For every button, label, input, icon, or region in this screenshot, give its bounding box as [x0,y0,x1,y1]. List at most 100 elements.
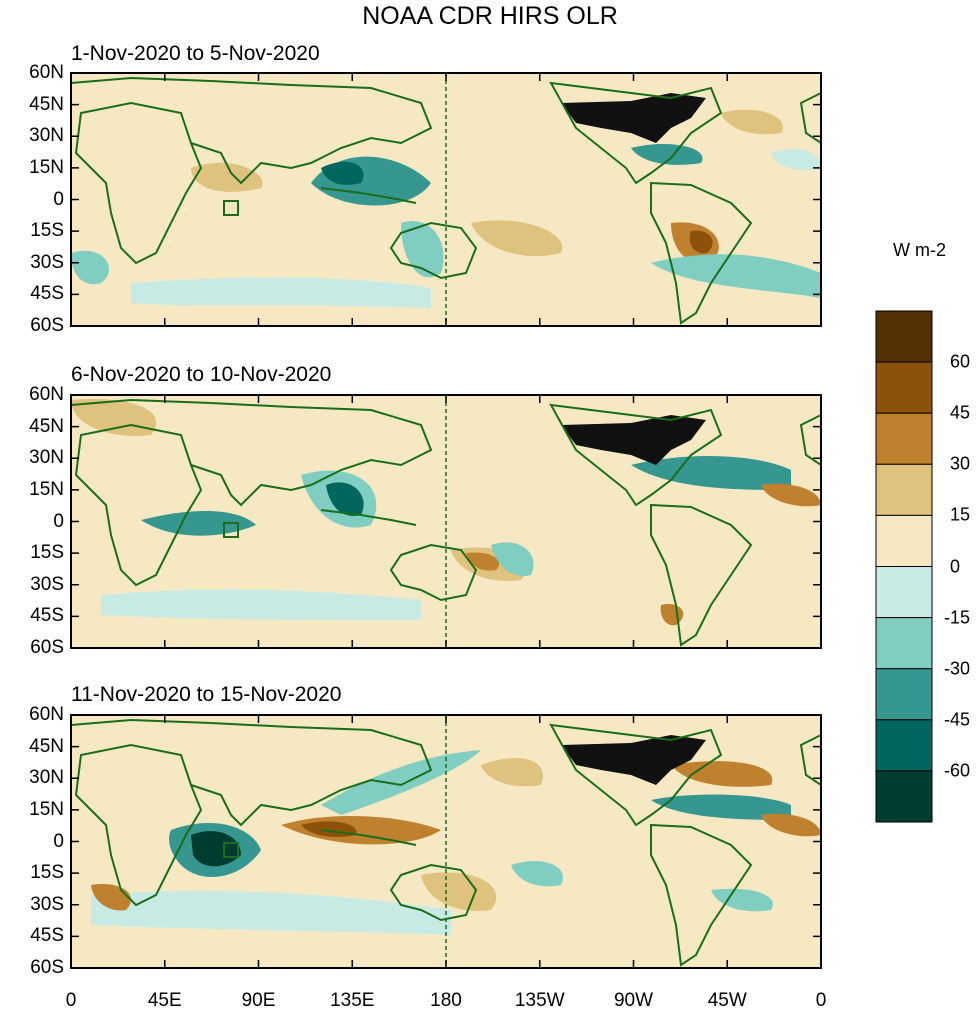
lat-label: 45N [29,415,64,437]
coast-indonesia-1 [320,187,417,204]
colorbar-level-label: 60 [950,351,971,372]
lat-label: 60N [29,704,64,725]
neg-anomaly-pacific-3 [511,861,563,887]
lon-label: 135E [330,990,375,1011]
box-marker-3 [223,842,239,858]
pos-anomaly-north-atl-1 [721,109,783,135]
pos-anomaly-pacific-core-2 [466,552,500,571]
lon-label: 180 [430,990,462,1011]
figure-title: NOAA CDR HIRS OLR [362,2,618,30]
lat-label: 15S [30,220,64,242]
neg-anomaly-westpac-1 [321,161,364,185]
lat-label: 15S [30,862,64,884]
colorbar-units: W m-2 [893,240,946,260]
panel-1-title: 1-Nov-2020 to 5-Nov-2020 [71,42,320,65]
map-panel-1-svg [70,72,822,327]
lon-label: 90E [241,990,276,1011]
coast-australia-2 [389,543,478,602]
usa-land-2 [561,415,706,465]
neg-anomaly-north-atl-1 [771,148,821,170]
neg-anomaly-band-3 [91,890,451,935]
coast-samerica-2 [650,503,753,647]
lat-label: 60N [29,384,64,405]
coast-indonesia-3 [320,829,417,846]
pos-anomaly-north-atl-3 [671,761,773,787]
map-panel-1 [70,72,822,327]
lat-label: 15S [30,542,64,564]
neg-anomaly-indian-west-1 [71,250,110,285]
neg-anomaly-westpac-band-3 [321,750,481,815]
lat-label: 60N [29,62,64,83]
neg-anomaly-pacific-2 [491,542,534,576]
coast-africa-2 [74,423,203,587]
colorbar-level-label: -15 [944,607,971,628]
pos-anomaly-africa-2 [761,483,821,507]
colorbar-level-label: 0 [950,556,961,576]
lat-label: 0 [53,510,64,532]
coast-namerica-1 [549,81,723,185]
colorbar-segment [875,770,933,823]
map-panel-3-svg [70,714,822,969]
neg-anomaly-spcz-1 [401,221,444,278]
colorbar-segment [875,617,933,670]
lat-label: 45N [29,735,64,757]
colorbar-segment [875,566,933,619]
usa-land-1 [561,93,706,143]
map-panel-2-svg [70,394,822,649]
lat-label: 60S [30,315,64,336]
colorbar-segment [875,412,933,465]
map-panel-3 [70,714,822,969]
lat-label: 15N [29,798,64,820]
pos-anomaly-southpac-3 [421,872,497,911]
coast-namerica-3 [549,723,723,827]
colorbar [875,310,933,823]
colorbar-level-label: 45 [950,402,971,423]
map-panel-2 [70,394,822,649]
lat-label: 30N [29,125,64,147]
panel-2-title: 6-Nov-2020 to 10-Nov-2020 [71,363,332,386]
coast-africa-1 [74,101,203,265]
pos-anomaly-northpac-3 [481,757,543,787]
colorbar-level-label: 30 [950,453,971,474]
colorbar-level-label: -60 [944,760,971,781]
lon-label: 0 [815,990,827,1011]
neg-anomaly-atlantic-3 [651,794,791,820]
neg-anomaly-carib-1 [631,143,703,165]
panel-3-title: 11-Nov-2020 to 15-Nov-2020 [71,683,342,706]
usa-land-3 [561,735,706,785]
coast-samerica-3 [650,823,753,967]
pos-anomaly-pacific-1 [471,220,563,257]
lat-label: 0 [53,188,64,210]
coast-indonesia-2 [320,509,417,526]
colorbar-level-label: -30 [944,658,971,679]
colorbar-segment [875,463,933,516]
neg-anomaly-indian-2 [141,510,256,536]
lat-label: 45S [30,283,64,305]
box-marker-2 [223,522,239,538]
lat-label: 30S [30,893,64,915]
pos-anomaly-africa-3 [761,813,821,837]
coast-eurasia-3 [70,718,433,827]
coast-australia-1 [389,221,478,280]
neg-anomaly-band-2 [101,589,421,620]
lat-label: 15N [29,478,64,500]
colorbar-segment [875,668,933,721]
colorbar-level-label: 15 [950,504,971,525]
box-marker-1 [223,200,239,216]
lat-label: 45S [30,925,64,947]
lat-label: 45N [29,93,64,115]
lat-label: 15N [29,156,64,178]
colorbar-segment [875,719,933,772]
neg-anomaly-westpac-2 [326,482,364,516]
neg-anomaly-atlantic-1 [651,254,821,298]
coast-eurasia-2 [70,398,433,507]
lat-label: 30N [29,767,64,789]
lon-label: 0 [65,990,77,1011]
neg-anomaly-atlantic-2 [631,455,791,490]
coast-eurasia-1 [70,76,433,185]
lon-label: 45W [707,990,747,1011]
coast-namerica-2 [549,403,723,507]
coast-australia-3 [389,863,478,922]
colorbar-segment [875,361,933,414]
lon-label: 90W [613,990,654,1011]
